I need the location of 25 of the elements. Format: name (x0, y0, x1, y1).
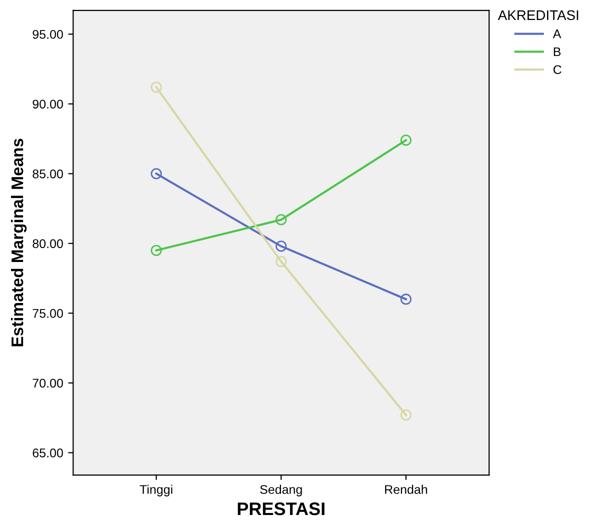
legend-label: B (554, 47, 561, 56)
point (400, 134, 412, 146)
y-axis-title: Estimated Marginal Means (10, 138, 27, 346)
x-tick-label: Rendah (385, 484, 428, 494)
y-tick-label: 75.00 (32, 308, 63, 318)
y-tick-label: 95.00 (32, 30, 63, 39)
point (150, 244, 162, 256)
y-tick-label: 80.00 (32, 239, 63, 248)
point (150, 82, 162, 93)
x-tick-label: Sedang (260, 484, 302, 496)
x-tick-label: Tinggi (140, 484, 172, 496)
point (400, 294, 412, 305)
y-tick-label: 65.00 (32, 448, 63, 458)
point (276, 214, 287, 226)
legend-label: A (552, 30, 562, 38)
legend-label: C (554, 65, 562, 74)
y-tick-label: 85.00 (32, 169, 63, 178)
point (276, 240, 287, 252)
y-tick-label: 70.00 (32, 378, 63, 388)
x-axis-title: PRESTASI (238, 502, 324, 516)
point (276, 256, 287, 268)
y-tick-label: 90.00 (32, 100, 63, 109)
legend-title: AKREDITASI (498, 10, 578, 20)
point (400, 409, 412, 421)
point (150, 168, 162, 180)
